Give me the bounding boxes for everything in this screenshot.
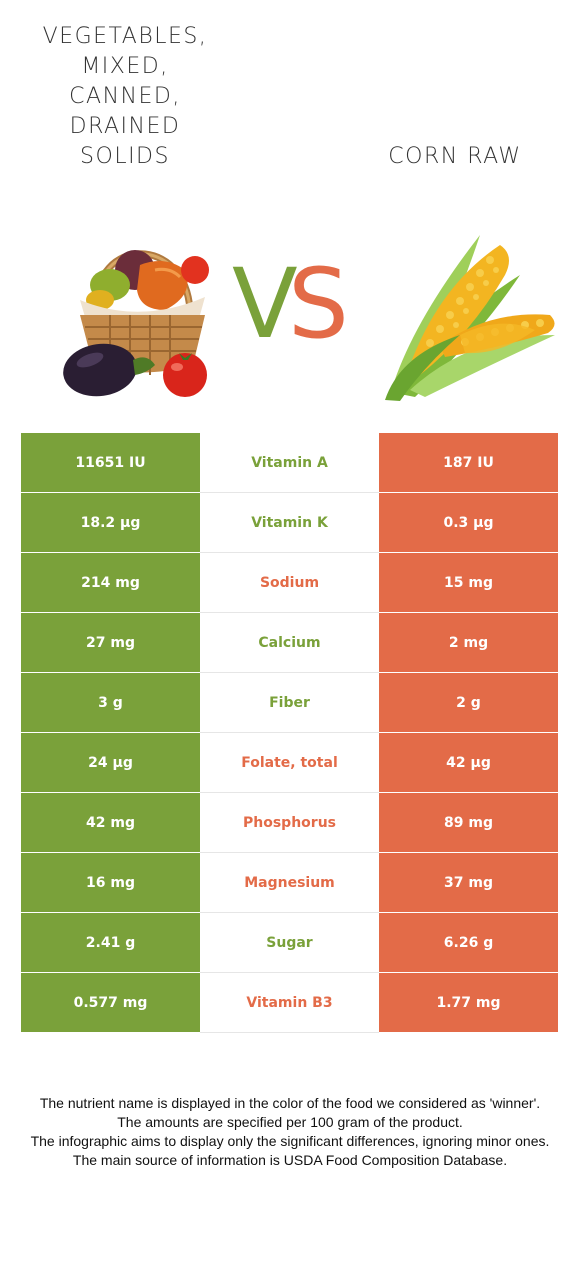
left-title-line: DRAINED (69, 114, 181, 139)
left-value: 18.2 µg (21, 492, 200, 553)
right-value: 89 mg (379, 792, 558, 853)
vegetable-basket-icon (63, 250, 209, 397)
nutrient-name: Magnesium (200, 852, 379, 913)
nutrient-name: Sodium (200, 552, 379, 613)
nutrient-name: Vitamin B3 (200, 972, 379, 1033)
left-value: 16 mg (21, 852, 200, 913)
footer-note: The infographic aims to display only the… (30, 1133, 550, 1149)
footer-note: The main source of information is USDA F… (72, 1152, 508, 1168)
nutrient-name: Vitamin K (200, 492, 379, 553)
right-value: 2 mg (379, 612, 558, 673)
table-row: 16 mg Magnesium 37 mg (21, 852, 558, 913)
right-food-title: CORN RAW (388, 144, 522, 169)
footer-note: The nutrient name is displayed in the co… (39, 1095, 541, 1111)
left-value: 0.577 mg (21, 972, 200, 1033)
left-title-line: CANNED, (69, 84, 181, 109)
right-value: 1.77 mg (379, 972, 558, 1033)
nutrient-name: Phosphorus (200, 792, 379, 853)
left-value: 24 µg (21, 732, 200, 793)
table-row: 27 mg Calcium 2 mg (21, 612, 558, 673)
left-title-line: VEGETABLES, (42, 24, 208, 49)
left-food-title: VEGETABLES, MIXED, CANNED, DRAINED SOLID… (20, 22, 230, 172)
right-value: 37 mg (379, 852, 558, 913)
table-row: 0.577 mg Vitamin B3 1.77 mg (21, 972, 558, 1033)
left-value: 11651 IU (21, 433, 200, 493)
nutrient-name: Fiber (200, 672, 379, 733)
table-row: 2.41 g Sugar 6.26 g (21, 912, 558, 973)
nutrient-name: Vitamin A (200, 433, 379, 493)
table-row: 11651 IU Vitamin A 187 IU (21, 433, 558, 493)
table-row: 214 mg Sodium 15 mg (21, 552, 558, 613)
left-title-line: SOLIDS (80, 144, 170, 169)
nutrient-name: Calcium (200, 612, 379, 673)
vs-label: V S (232, 248, 349, 355)
table-row: 24 µg Folate, total 42 µg (21, 732, 558, 793)
vs-s-letter: S (288, 248, 349, 355)
corn-icon (385, 235, 555, 401)
table-row: 3 g Fiber 2 g (21, 672, 558, 733)
nutrient-name: Folate, total (200, 732, 379, 793)
footer-notes: The nutrient name is displayed in the co… (20, 1094, 560, 1170)
left-value: 3 g (21, 672, 200, 733)
footer-note: The amounts are specified per 100 gram o… (117, 1114, 463, 1130)
right-value: 6.26 g (379, 912, 558, 973)
table-row: 42 mg Phosphorus 89 mg (21, 792, 558, 853)
right-value: 15 mg (379, 552, 558, 613)
table-row: 18.2 µg Vitamin K 0.3 µg (21, 492, 558, 553)
left-title-line: MIXED, (81, 54, 169, 79)
nutrient-name: Sugar (200, 912, 379, 973)
right-value: 187 IU (379, 433, 558, 493)
left-value: 27 mg (21, 612, 200, 673)
left-value: 214 mg (21, 552, 200, 613)
right-value: 2 g (379, 672, 558, 733)
left-value: 42 mg (21, 792, 200, 853)
left-value: 2.41 g (21, 912, 200, 973)
right-value: 0.3 µg (379, 492, 558, 553)
right-value: 42 µg (379, 732, 558, 793)
vs-v-letter: V (232, 248, 298, 355)
